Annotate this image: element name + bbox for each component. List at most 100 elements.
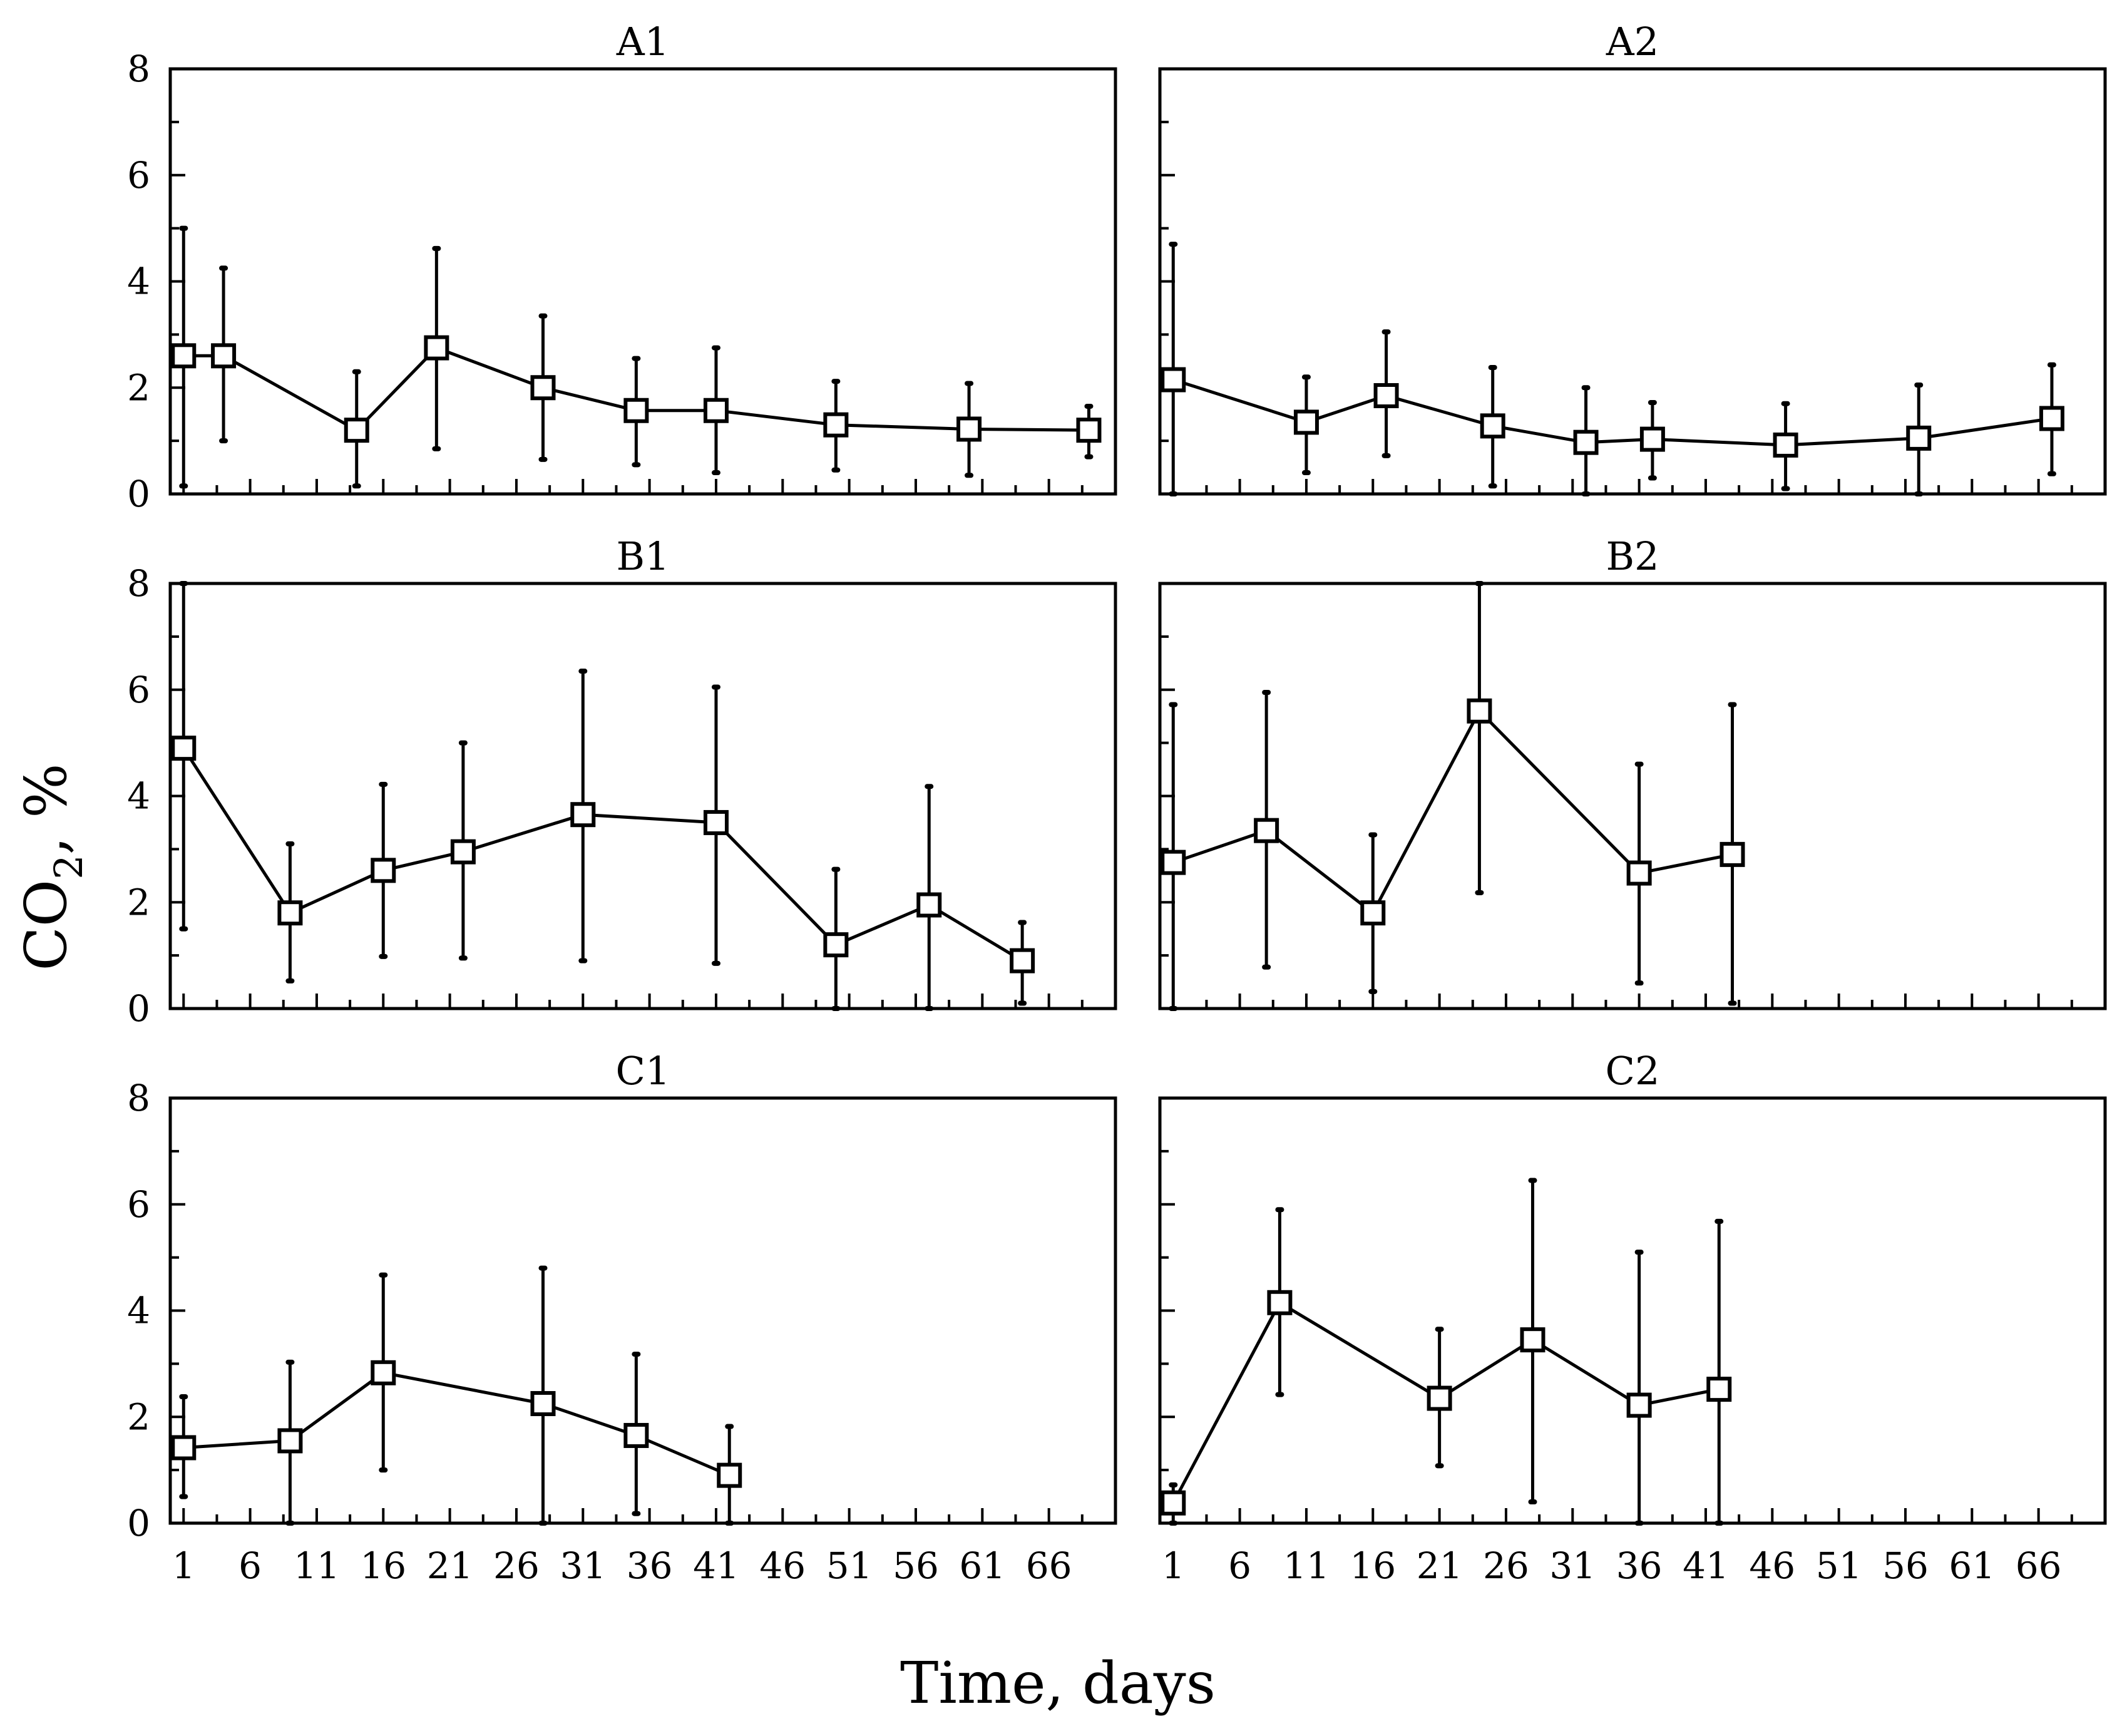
y-axis-label: CO2, % — [13, 763, 91, 970]
panel-frame — [1158, 1096, 2107, 1525]
data-point — [371, 858, 396, 883]
panel-title: C2 — [1606, 1048, 1660, 1094]
data-point — [1161, 1490, 1186, 1516]
data-point — [1161, 850, 1186, 875]
data-point — [916, 892, 942, 918]
x-tick-label: 1 — [172, 1544, 195, 1587]
data-point — [1293, 409, 1319, 435]
panel-title: B2 — [1606, 533, 1659, 579]
panel-frame — [168, 1096, 1117, 1525]
data-point — [570, 802, 596, 828]
data-point — [1373, 383, 1399, 408]
y-tick-label: 6 — [127, 669, 150, 711]
y-tick-label: 2 — [127, 366, 150, 409]
y-tick-label: 6 — [127, 1183, 150, 1226]
series-line — [1172, 1301, 1720, 1504]
y-axis-label-unit: , % — [13, 763, 79, 855]
y-tick-label: 0 — [127, 987, 150, 1030]
panel-b2: B2 — [1158, 533, 2107, 1011]
data-point — [623, 1422, 649, 1448]
panel-frame — [168, 582, 1117, 1010]
x-tick-label: 41 — [693, 1544, 739, 1587]
data-point — [823, 932, 849, 958]
data-point — [1267, 1290, 1293, 1315]
x-tick-label: 66 — [2016, 1544, 2062, 1587]
panel-frame — [1158, 582, 2107, 1010]
y-tick-label: 6 — [127, 154, 150, 197]
data-point — [171, 343, 197, 369]
y-tick-label: 8 — [127, 48, 150, 90]
x-tick-label: 66 — [1026, 1544, 1072, 1587]
x-tick-label: 21 — [427, 1544, 473, 1587]
data-point — [623, 398, 649, 423]
panel-a1: A1 0 2 4 6 8 — [127, 19, 1117, 515]
x-tick-label: 61 — [959, 1544, 1005, 1587]
x-tick-label: 6 — [238, 1544, 262, 1587]
data-point — [1480, 413, 1505, 439]
data-point — [1520, 1327, 1545, 1353]
x-tick-label: 11 — [294, 1544, 340, 1587]
data-point — [171, 736, 197, 761]
data-point — [1906, 425, 1932, 451]
data-point — [450, 839, 476, 865]
x-tick-label: 41 — [1683, 1544, 1729, 1587]
x-tick-label: 11 — [1283, 1544, 1330, 1587]
data-point — [1626, 1392, 1652, 1418]
data-point — [1161, 367, 1186, 393]
panel-title: C1 — [616, 1048, 670, 1094]
data-point — [1467, 698, 1492, 724]
data-point — [1573, 429, 1599, 455]
data-point — [1360, 900, 1386, 926]
x-tick-label: 26 — [493, 1544, 540, 1587]
data-point — [277, 1428, 303, 1454]
data-point — [1706, 1377, 1732, 1402]
y-tick-label: 2 — [127, 881, 150, 923]
x-tick-label: 21 — [1417, 1544, 1463, 1587]
data-point — [703, 398, 729, 423]
panel-b1: B1 0 2 4 6 8 — [127, 533, 1117, 1030]
data-point — [1773, 432, 1798, 458]
x-tick-label: 31 — [560, 1544, 606, 1587]
x-tick-label: 36 — [627, 1544, 673, 1587]
data-point — [277, 900, 303, 926]
panel-title: B1 — [616, 533, 669, 579]
x-tick-label: 6 — [1228, 1544, 1251, 1587]
panel-title: A2 — [1606, 19, 1659, 64]
y-tick-label: 8 — [127, 562, 150, 605]
x-axis-label: Time, days — [900, 1650, 1216, 1717]
x-tick-label: 16 — [1350, 1544, 1396, 1587]
data-point — [1720, 841, 1745, 867]
data-point — [703, 809, 729, 835]
series-line — [1172, 709, 1733, 915]
data-point — [211, 343, 237, 369]
series-line — [182, 747, 1023, 962]
y-axis-label-subscript: 2 — [46, 855, 91, 879]
data-point — [344, 418, 369, 443]
data-point — [1639, 426, 1665, 452]
data-point — [371, 1360, 396, 1385]
data-point — [717, 1462, 742, 1488]
y-axis-label-main: CO — [13, 880, 79, 971]
panel-a2: A2 — [1158, 19, 2107, 496]
data-point — [823, 412, 849, 438]
data-point — [956, 416, 982, 442]
x-tick-label: 61 — [1949, 1544, 1995, 1587]
x-tick-label: 51 — [1816, 1544, 1862, 1587]
x-tick-label: 56 — [893, 1544, 939, 1587]
data-point — [424, 335, 449, 361]
data-point — [1076, 418, 1102, 443]
data-point — [530, 375, 556, 401]
series-line — [183, 1371, 730, 1477]
x-tick-label: 16 — [360, 1544, 406, 1587]
data-point — [2039, 406, 2064, 431]
data-point — [1626, 860, 1652, 886]
data-point — [1254, 818, 1279, 843]
x-tick-label: 51 — [826, 1544, 873, 1587]
y-tick-label: 2 — [127, 1395, 150, 1438]
x-tick-label: 1 — [1162, 1544, 1185, 1587]
y-tick-label: 4 — [127, 1290, 150, 1332]
x-tick-label: 26 — [1483, 1544, 1529, 1587]
